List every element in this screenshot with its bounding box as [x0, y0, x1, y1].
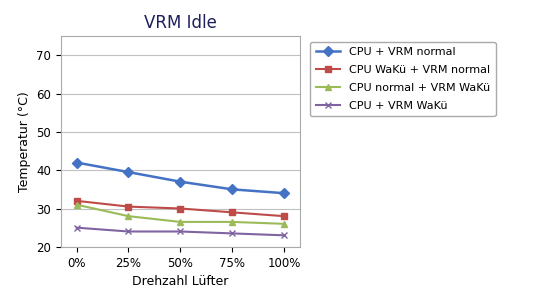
CPU WaKü + VRM normal [281, 214, 287, 218]
Line: CPU WaKü + VRM normal: CPU WaKü + VRM normal [73, 197, 287, 220]
CPU + VRM WaKü [229, 231, 235, 235]
Line: CPU normal + VRM WaKü: CPU normal + VRM WaKü [73, 201, 287, 227]
CPU + VRM normal [177, 180, 184, 184]
Legend: CPU + VRM normal, CPU WaKü + VRM normal, CPU normal + VRM WaKü, CPU + VRM WaKü: CPU + VRM normal, CPU WaKü + VRM normal,… [310, 42, 496, 116]
Line: CPU + VRM WaKü: CPU + VRM WaKü [73, 224, 287, 239]
CPU + VRM normal [125, 170, 132, 174]
X-axis label: Drehzahl Lüfter: Drehzahl Lüfter [132, 275, 229, 288]
CPU WaKü + VRM normal [125, 205, 132, 208]
CPU normal + VRM WaKü [229, 220, 235, 224]
CPU + VRM WaKü [125, 230, 132, 233]
CPU normal + VRM WaKü [177, 220, 184, 224]
CPU + VRM WaKü [73, 226, 80, 229]
CPU + VRM normal [73, 161, 80, 164]
CPU + VRM WaKü [177, 230, 184, 233]
CPU normal + VRM WaKü [125, 214, 132, 218]
Title: VRM Idle: VRM Idle [144, 14, 217, 32]
Line: CPU + VRM normal: CPU + VRM normal [73, 159, 287, 197]
CPU + VRM normal [229, 188, 235, 191]
CPU + VRM normal [281, 191, 287, 195]
Y-axis label: Temperatur (°C): Temperatur (°C) [18, 91, 31, 192]
CPU WaKü + VRM normal [73, 199, 80, 203]
CPU normal + VRM WaKü [73, 203, 80, 206]
CPU + VRM WaKü [281, 234, 287, 237]
CPU normal + VRM WaKü [281, 222, 287, 226]
CPU WaKü + VRM normal [229, 210, 235, 214]
CPU WaKü + VRM normal [177, 207, 184, 210]
